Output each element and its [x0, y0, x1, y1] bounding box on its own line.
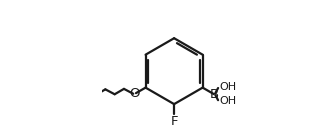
- Text: O: O: [130, 87, 140, 100]
- Text: F: F: [170, 115, 178, 128]
- Text: B: B: [209, 88, 218, 101]
- Text: OH: OH: [220, 82, 237, 92]
- Text: OH: OH: [220, 96, 237, 106]
